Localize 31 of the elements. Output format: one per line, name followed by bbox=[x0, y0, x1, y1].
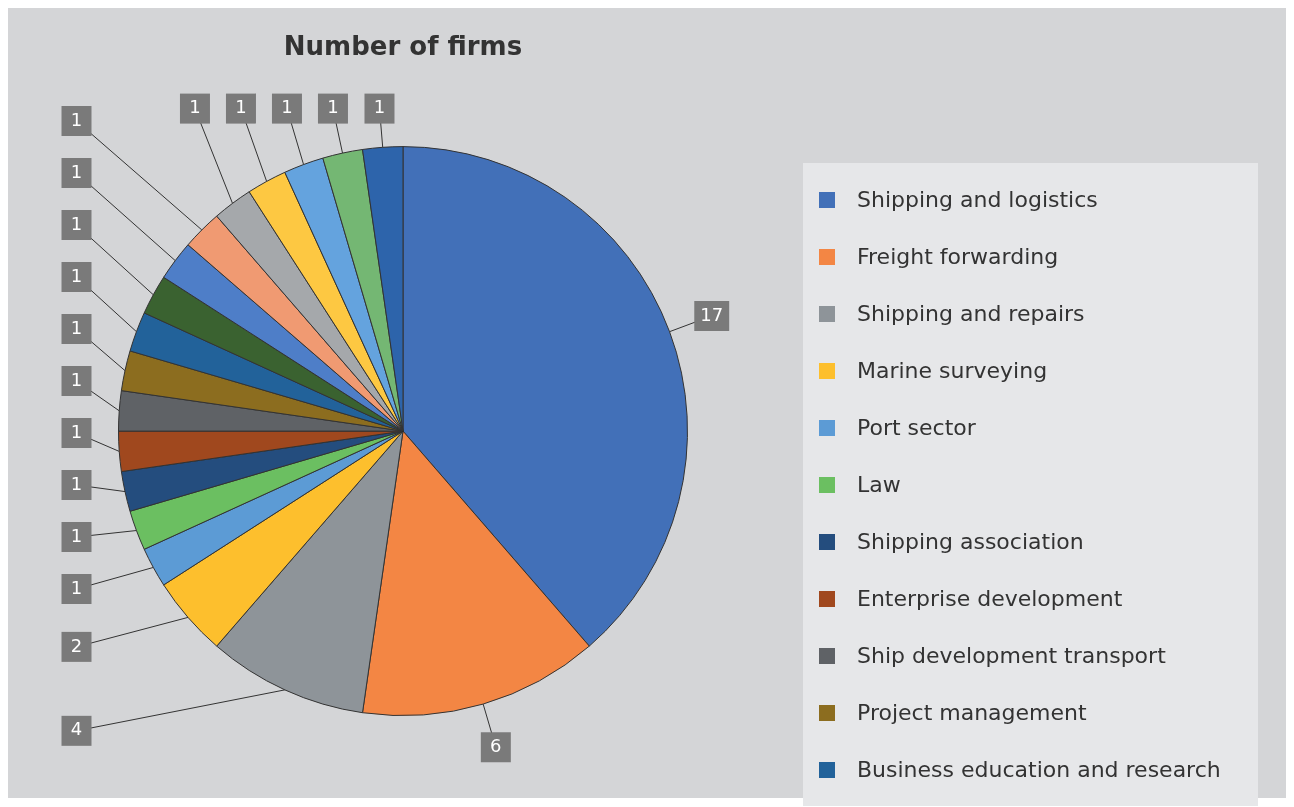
data-label: 1 bbox=[70, 212, 83, 234]
data-label: 1 bbox=[373, 96, 386, 118]
data-label: 1 bbox=[189, 96, 201, 118]
legend-label: Shipping and repairs bbox=[857, 301, 1085, 326]
legend-label: Ship development transport bbox=[857, 643, 1166, 668]
legend-label: Enterprise development bbox=[857, 586, 1123, 611]
data-label: 6 bbox=[490, 734, 502, 756]
data-label: 1 bbox=[70, 108, 83, 130]
data-label: 1 bbox=[70, 576, 83, 598]
data-label: 1 bbox=[235, 96, 247, 118]
data-label: 1 bbox=[281, 96, 293, 118]
legend-label: Business education and research bbox=[857, 757, 1221, 782]
data-label: 2 bbox=[70, 634, 83, 656]
legend-label: Port sector bbox=[857, 415, 976, 440]
data-label: 1 bbox=[70, 420, 83, 442]
data-label: 1 bbox=[70, 160, 83, 182]
legend-label: Freight forwarding bbox=[857, 244, 1059, 269]
legend-label: Project management bbox=[857, 700, 1087, 725]
data-label: 1 bbox=[327, 96, 339, 118]
data-label: 1 bbox=[70, 316, 83, 338]
data-label: 17 bbox=[700, 303, 724, 325]
chart-title: Number of firms bbox=[283, 31, 523, 62]
data-label: 1 bbox=[70, 264, 83, 286]
data-label: 1 bbox=[70, 472, 83, 494]
legend-label: Marine surveying bbox=[857, 358, 1048, 383]
legend-label: Law bbox=[857, 472, 901, 497]
legend-label: Shipping association bbox=[857, 529, 1084, 554]
data-label: 1 bbox=[70, 368, 83, 390]
legend-label: Shipping and logistics bbox=[857, 187, 1098, 212]
data-label: 4 bbox=[70, 718, 83, 740]
data-label: 1 bbox=[70, 524, 83, 546]
